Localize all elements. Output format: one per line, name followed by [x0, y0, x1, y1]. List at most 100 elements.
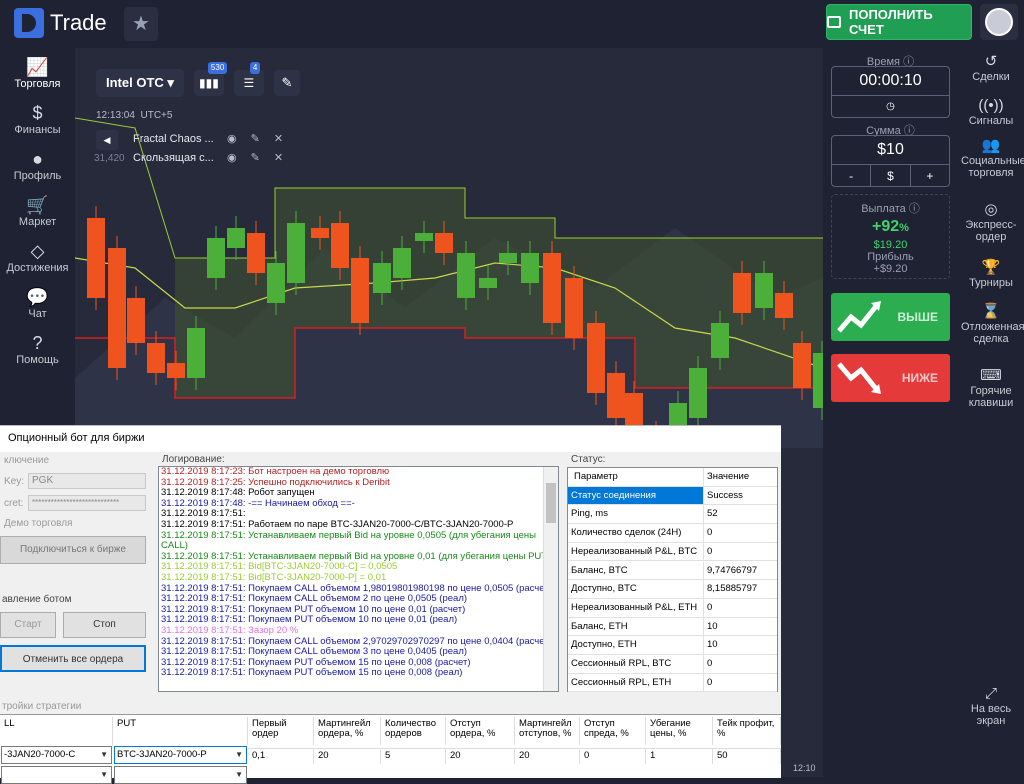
chart-line-icon: 📈	[26, 57, 49, 77]
chevron-down-icon[interactable]: ▼	[100, 750, 108, 759]
grid-cell[interactable]: 50	[713, 748, 781, 764]
time-box[interactable]: 00:00:10 ◷	[831, 66, 950, 118]
start-button[interactable]: Старт	[0, 612, 56, 638]
collapse-indicators-button[interactable]: ◀	[96, 130, 118, 150]
chevron-down-icon[interactable]: ▼	[235, 750, 243, 759]
chevron-down-icon[interactable]: ▼	[100, 770, 108, 779]
status-row[interactable]: Нереализованный P&L, BTC 0	[568, 542, 777, 562]
status-value: 0	[707, 676, 713, 688]
status-key: Баланс, ETH	[568, 617, 704, 636]
right-nav-label: Социальные торговля	[961, 155, 1024, 179]
right-nav-item-3[interactable]: ◎ Экспресс-ордер	[958, 201, 1024, 243]
avatar-icon	[985, 8, 1013, 36]
demo-checkbox[interactable]: Демо торговля	[4, 518, 73, 529]
eye-icon[interactable]: ◉	[227, 152, 237, 164]
payout-box: Выплата ⓘ +92% $19.20 Прибыль +$9.20	[831, 194, 950, 279]
star-icon[interactable]: ★	[124, 7, 158, 41]
status-row[interactable]: Сессионный RPL, BTC 0	[568, 655, 777, 674]
sum-box[interactable]: $10 - $ +	[831, 135, 950, 187]
status-row[interactable]: Баланс, BTC 9,74766797	[568, 561, 777, 581]
log-line: 31.12.2019 8:17:23: Бот настроен на демо…	[161, 466, 390, 477]
status-row[interactable]: Сессионный RPL, ETH 0	[568, 673, 777, 693]
status-row[interactable]: Баланс, ETH 10	[568, 617, 777, 637]
connect-button[interactable]: Подключиться к бирже	[0, 536, 146, 564]
grid-cell[interactable]: 1	[646, 748, 713, 764]
right-nav-item-5[interactable]: ⌛ Отложенная сделка	[958, 304, 1024, 345]
sum-value[interactable]: $10	[877, 141, 904, 158]
key-input[interactable]: PGK	[28, 473, 146, 489]
logo-mark-icon	[14, 8, 44, 38]
app-title: Trade	[50, 10, 107, 35]
logo[interactable]: Trade	[14, 8, 107, 38]
indicators-button[interactable]: ▮▮▮ 530	[193, 62, 228, 96]
grid-select-empty[interactable]: ▼	[1, 766, 112, 784]
log-scrollbar[interactable]	[543, 467, 558, 691]
right-nav-item-6[interactable]: ⌨ Горячие клавиши	[958, 368, 1024, 409]
nav-item-4[interactable]: ◇ Достижения	[0, 240, 75, 274]
status-row[interactable]: Доступно, ETH 10	[568, 636, 777, 655]
deposit-button[interactable]: ПОПОЛНИТЬ СЧЕТ	[826, 4, 972, 40]
nav-item-2[interactable]: ● Профиль	[0, 148, 75, 182]
nav-item-0[interactable]: 📈 Торговля	[0, 56, 75, 90]
strategy-grid[interactable]: LL PUT Первый ордер Мартингейл ордера, % Кол…	[0, 714, 781, 784]
status-row[interactable]: Статус соединения Success	[568, 486, 777, 506]
grid-select-empty[interactable]: ▼	[114, 766, 247, 784]
close-icon[interactable]: ✕	[273, 133, 284, 145]
candle	[521, 253, 539, 283]
grid-cell[interactable]: 5	[381, 748, 446, 764]
chevron-down-icon[interactable]: ▼	[235, 770, 243, 779]
grid-cell[interactable]: 20	[314, 748, 381, 764]
pencil-icon[interactable]: ✎	[250, 152, 260, 164]
grid-select[interactable]: BTC-3JAN20-7000-P ▼	[114, 746, 247, 764]
sum-minus-button[interactable]: -	[832, 165, 872, 186]
log-line: 31.12.2019 8:17:51: Покупаем CALL объемо…	[161, 646, 468, 658]
status-table[interactable]: Параметр Значение Статус соединения Success…	[567, 467, 778, 693]
log-group-label: Логирование:	[162, 454, 225, 465]
cancel-orders-button[interactable]: Отменить все ордера	[0, 645, 146, 672]
right-nav-item-2[interactable]: 👥 Социальные торговля	[958, 138, 1024, 179]
stop-button[interactable]: Стоп	[63, 612, 146, 638]
settings-button[interactable]: ☰ 4	[233, 62, 264, 96]
right-nav-label: Сделки	[972, 71, 1010, 83]
candle	[311, 228, 329, 238]
profit-amount: +$9.20	[873, 263, 908, 275]
sum-plus-button[interactable]: +	[926, 169, 934, 183]
down-button[interactable]: НИЖЕ	[831, 354, 950, 402]
left-nav: 📈 Торговля $ Финансы ● Профиль 🛒 Маркет ◇ Достиже…	[0, 48, 75, 448]
secret-input[interactable]: ****************************	[28, 495, 146, 511]
log-scroll-thumb[interactable]	[546, 483, 556, 523]
nav-item-3[interactable]: 🛒 Маркет	[0, 194, 75, 228]
clock-icon[interactable]: ◷	[832, 95, 949, 118]
eye-icon[interactable]: ◉	[227, 133, 237, 145]
grid-select-value: BTC-3JAN20-7000-P	[117, 749, 207, 760]
asset-selector[interactable]: Intel OTC ▾	[96, 69, 184, 97]
avatar[interactable]	[980, 4, 1018, 40]
target-icon: ◎	[984, 201, 998, 218]
currency-button[interactable]: $	[871, 165, 911, 186]
log-box[interactable]: 31.12.2019 8:17:23: Бот настроен на демо…	[158, 466, 559, 692]
right-nav-item-1[interactable]: ((•)) Сигналы	[958, 98, 1024, 127]
status-row[interactable]: Нереализованный P&L, ETH 0	[568, 598, 777, 618]
pencil-icon[interactable]: ✎	[250, 133, 260, 145]
nav-item-5[interactable]: 💬 Чат	[0, 286, 75, 320]
right-nav-item-0[interactable]: ↺ Сделки	[958, 54, 1024, 83]
indicator-row[interactable]: Скользящая с... ◉ ✎ ✕	[133, 149, 283, 168]
payout-amount: $19.20	[873, 239, 908, 251]
status-row[interactable]: Доступно, BTC 8,15885797	[568, 580, 777, 599]
right-nav-item-4[interactable]: 🏆 Турниры	[958, 260, 1024, 289]
grid-cell[interactable]: 0,1	[248, 748, 314, 764]
grid-cell[interactable]: 0	[580, 748, 646, 764]
grid-cell[interactable]: 20	[446, 748, 515, 764]
grid-cell[interactable]: 20	[515, 748, 580, 764]
status-row[interactable]: Количество сделок (24H) 0	[568, 524, 777, 543]
status-row[interactable]: Ping, ms 52	[568, 505, 777, 525]
nav-item-6[interactable]: ? Помощь	[0, 332, 75, 366]
brush-icon[interactable]: ✎	[273, 70, 300, 96]
up-button[interactable]: ВЫШЕ	[831, 293, 950, 341]
indicator-row[interactable]: Fractal Chaos ... ◉ ✎ ✕	[133, 130, 283, 149]
close-icon[interactable]: ✕	[273, 152, 284, 164]
grid-select[interactable]: -3JAN20-7000-C ▼	[1, 746, 112, 764]
time-value[interactable]: 00:00:10	[859, 72, 922, 89]
nav-item-1[interactable]: $ Финансы	[0, 102, 75, 136]
right-nav-item-7[interactable]: ⤢ На весь экран	[958, 686, 1024, 727]
